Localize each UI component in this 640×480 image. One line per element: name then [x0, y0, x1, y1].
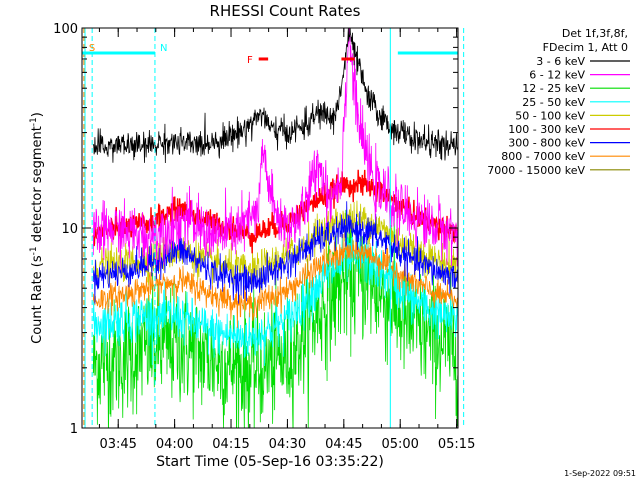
- annotation-f: F: [247, 55, 253, 66]
- y-axis-label-sup2: -1: [29, 117, 39, 126]
- y-tick-label-0: 1: [70, 422, 78, 437]
- date-stamp: 1-Sep-2022 09:51: [564, 469, 636, 478]
- legend-entry-label-5: 100 - 300 keV: [508, 123, 585, 136]
- legend-header-1: Det 1f,3f,8f,: [562, 27, 628, 40]
- y-axis-label-sup1: -1: [29, 246, 39, 255]
- overlay-layer: S N F: [82, 28, 465, 428]
- y-axis-label-main: Count Rate (s: [30, 255, 45, 344]
- chart-title: RHESSI Count Rates: [210, 2, 361, 20]
- legend-entry-label-8: 7000 - 15000 keV: [487, 164, 585, 177]
- y-axis-label-mid: detector segment: [30, 126, 45, 246]
- legend-entry-label-7: 800 - 7000 keV: [501, 150, 585, 163]
- legend-entry-label-2: 12 - 25 keV: [522, 82, 585, 95]
- y-axis-label-end: ): [30, 112, 45, 117]
- annotation-s: S: [89, 43, 95, 54]
- y-axis-label: Count Rate (s-1 detector segment-1): [29, 112, 45, 344]
- legend: Det 1f,3f,8f, FDecim 1, Att 0 3 - 6 keV6…: [487, 27, 630, 177]
- x-tick-label-3: 04:30: [269, 437, 306, 452]
- annotation-n: N: [160, 43, 167, 54]
- legend-entry-label-4: 50 - 100 keV: [515, 109, 585, 122]
- x-axis-label: Start Time (05-Sep-16 03:35:22): [156, 454, 384, 470]
- x-tick-label-4: 04:45: [325, 437, 362, 452]
- series-line-6-12kev: [92, 28, 458, 271]
- x-tick-label-2: 04:15: [212, 437, 249, 452]
- y-tick-label-1: 10: [61, 222, 78, 237]
- legend-header-2: FDecim 1, Att 0: [543, 41, 628, 54]
- legend-entry-label-6: 300 - 800 keV: [508, 137, 585, 150]
- x-tick-label-5: 05:00: [381, 437, 418, 452]
- x-tick-label-1: 04:00: [156, 437, 193, 452]
- legend-entry-label-1: 6 - 12 keV: [529, 69, 585, 82]
- series-line-25-50kev: [92, 230, 458, 366]
- axis-layer: 1 10 100 03:45 04:00 04:15 04:30 04:45 05:00 05:1…: [53, 22, 475, 452]
- legend-entry-label-0: 3 - 6 keV: [536, 55, 585, 68]
- x-tick-label-6: 05:15: [438, 437, 475, 452]
- series-line-800-7000kev: [92, 233, 458, 329]
- x-tick-label-0: 03:45: [99, 437, 136, 452]
- legend-entry-label-3: 25 - 50 keV: [522, 96, 585, 109]
- y-tick-label-2: 100: [53, 22, 78, 37]
